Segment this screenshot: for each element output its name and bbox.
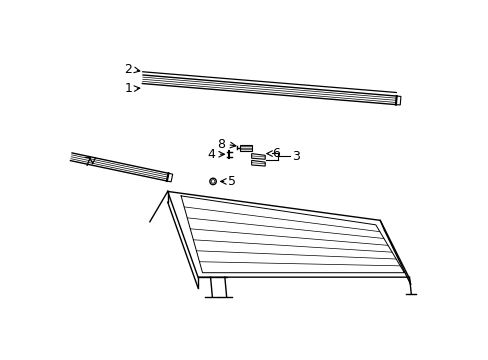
Text: 6: 6	[271, 147, 279, 160]
Polygon shape	[395, 96, 400, 105]
Polygon shape	[251, 154, 264, 159]
Text: 5: 5	[227, 175, 235, 188]
Polygon shape	[166, 173, 172, 182]
Text: 1: 1	[124, 82, 132, 95]
Text: 3: 3	[291, 150, 299, 163]
Text: 4: 4	[207, 148, 215, 161]
Polygon shape	[240, 145, 251, 151]
Text: 2: 2	[124, 63, 132, 76]
Text: 8: 8	[216, 138, 224, 151]
Text: 7: 7	[84, 156, 92, 169]
Polygon shape	[251, 160, 264, 166]
